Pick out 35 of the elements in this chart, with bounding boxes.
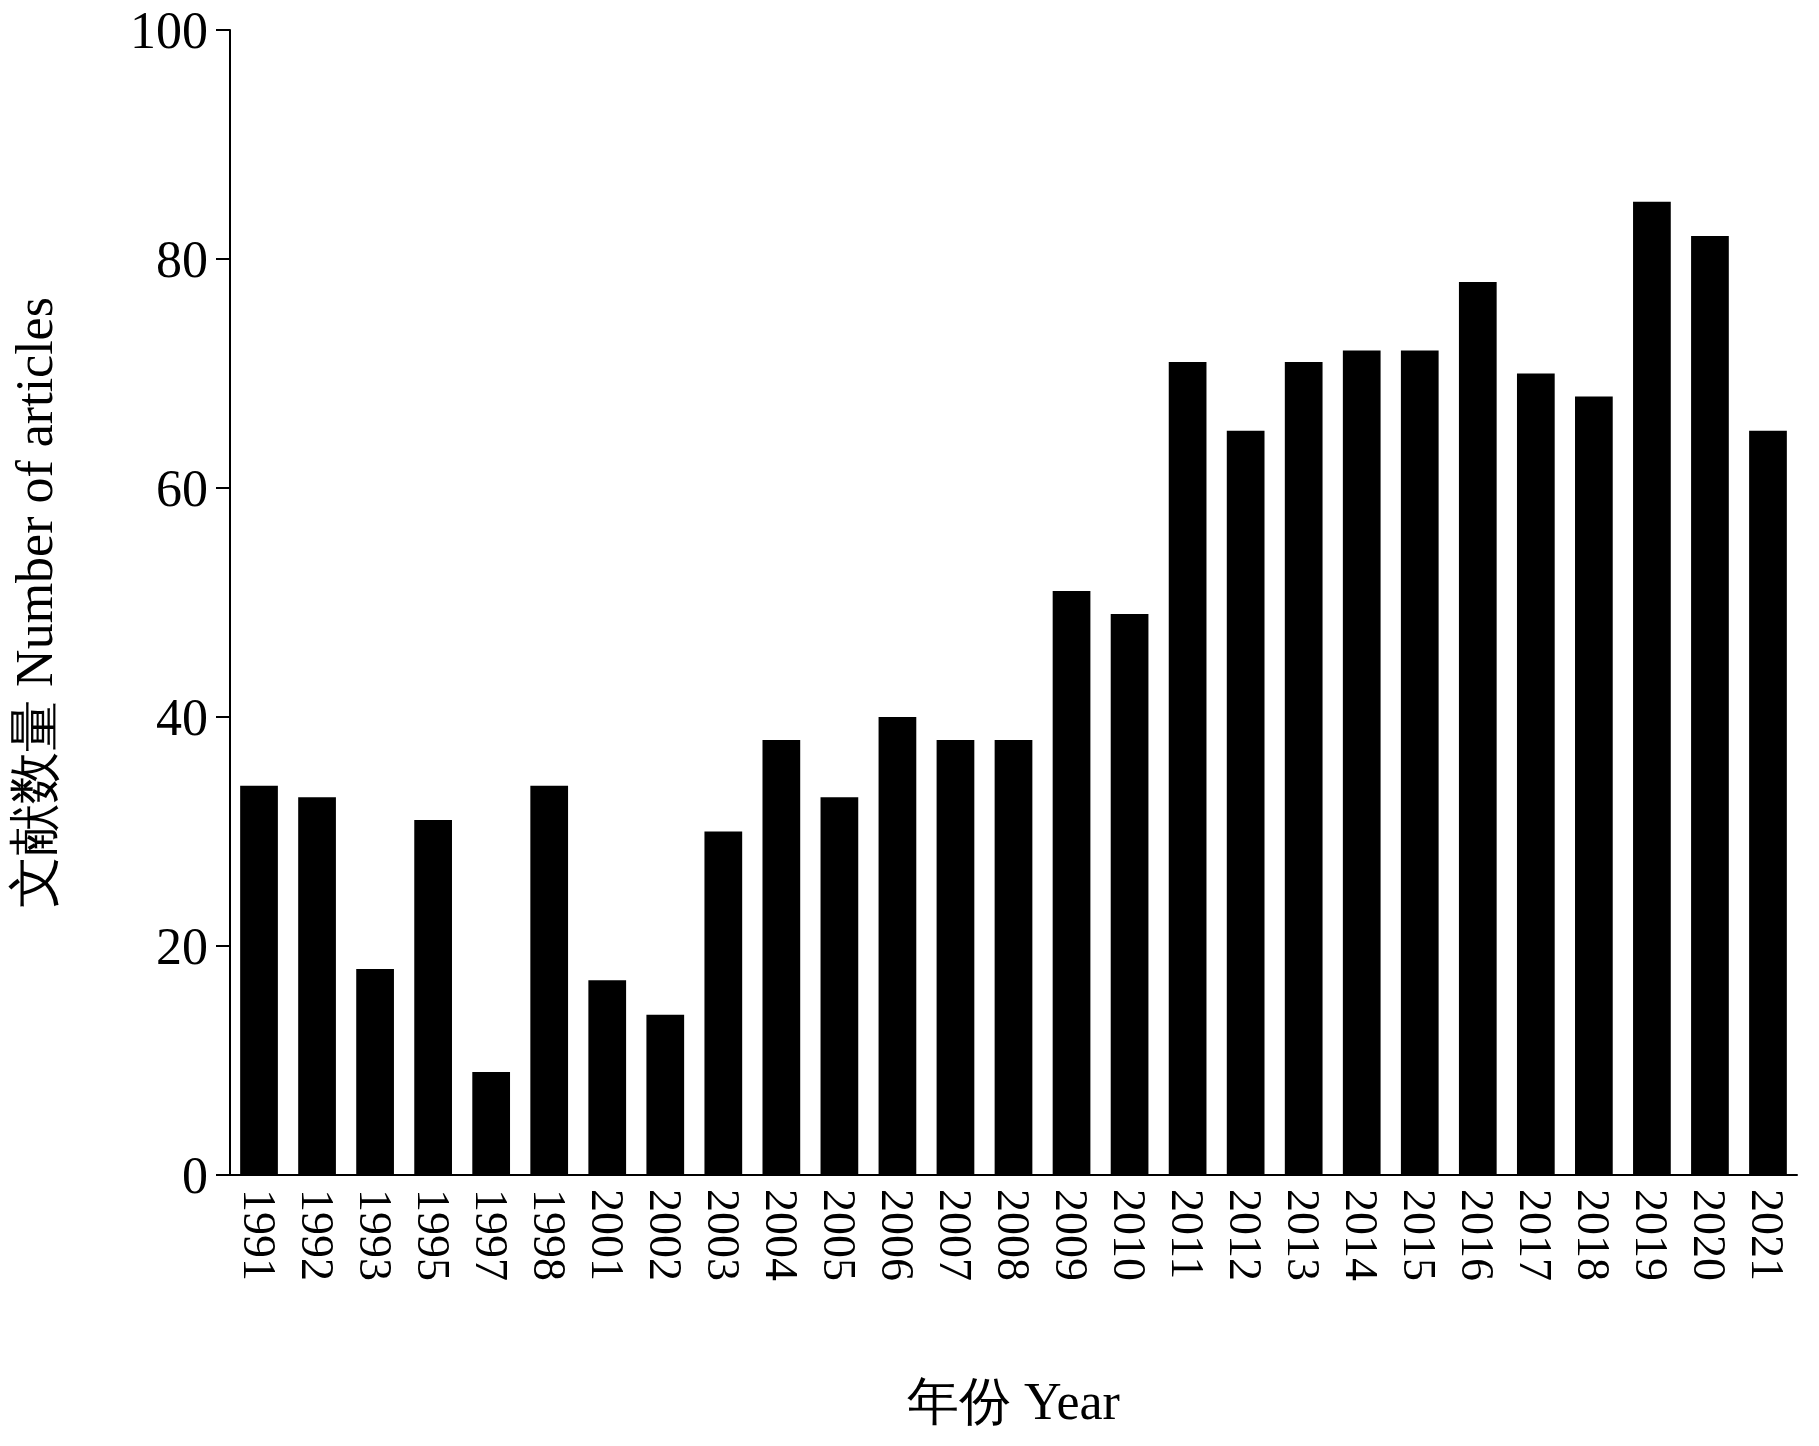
x-tick-label: 2018 xyxy=(1568,1189,1620,1281)
x-tick-label: 2015 xyxy=(1394,1189,1446,1281)
x-tick-label: 2004 xyxy=(755,1189,807,1281)
x-tick-label: 1991 xyxy=(233,1189,285,1281)
x-tick-label: 2019 xyxy=(1626,1189,1678,1281)
x-tick-label: 1993 xyxy=(349,1189,401,1281)
x-tick-label: 2008 xyxy=(988,1189,1039,1281)
x-tick-label: 2011 xyxy=(1162,1189,1214,1280)
y-tick-label: 60 xyxy=(156,459,208,517)
x-tick-label: 2005 xyxy=(813,1189,865,1281)
x-tick-label: 2006 xyxy=(871,1189,923,1281)
x-tick-label: 2009 xyxy=(1046,1189,1098,1281)
y-tick-label: 100 xyxy=(130,1,208,59)
x-tick-label: 1998 xyxy=(523,1189,575,1281)
x-tick-label: 1997 xyxy=(465,1189,517,1281)
x-tick-label: 2001 xyxy=(581,1189,633,1281)
x-tick-label: 2021 xyxy=(1742,1189,1794,1281)
x-axis-title: 年份 Year xyxy=(907,1372,1120,1430)
x-tick-label: 2020 xyxy=(1684,1189,1736,1281)
x-tick-label: 2003 xyxy=(697,1189,749,1281)
x-tick-label: 2002 xyxy=(639,1189,691,1281)
y-tick-label: 80 xyxy=(156,230,208,288)
x-tick-label: 2016 xyxy=(1452,1189,1504,1281)
x-tick-label: 1995 xyxy=(407,1189,459,1281)
x-tick-label: 2014 xyxy=(1336,1189,1388,1281)
x-tick-label: 2007 xyxy=(929,1189,981,1281)
x-tick-label: 2013 xyxy=(1278,1189,1330,1281)
x-tick-label: 2017 xyxy=(1510,1189,1562,1281)
y-axis-title: 文献数量 Number of articles xyxy=(5,297,63,908)
x-tick-label: 2010 xyxy=(1104,1189,1156,1281)
y-tick-label: 0 xyxy=(182,1146,208,1204)
x-tick-label: 1992 xyxy=(291,1189,343,1281)
x-tick-label: 2012 xyxy=(1220,1189,1272,1281)
y-tick-label: 40 xyxy=(156,688,208,746)
y-tick-label: 20 xyxy=(156,917,208,975)
